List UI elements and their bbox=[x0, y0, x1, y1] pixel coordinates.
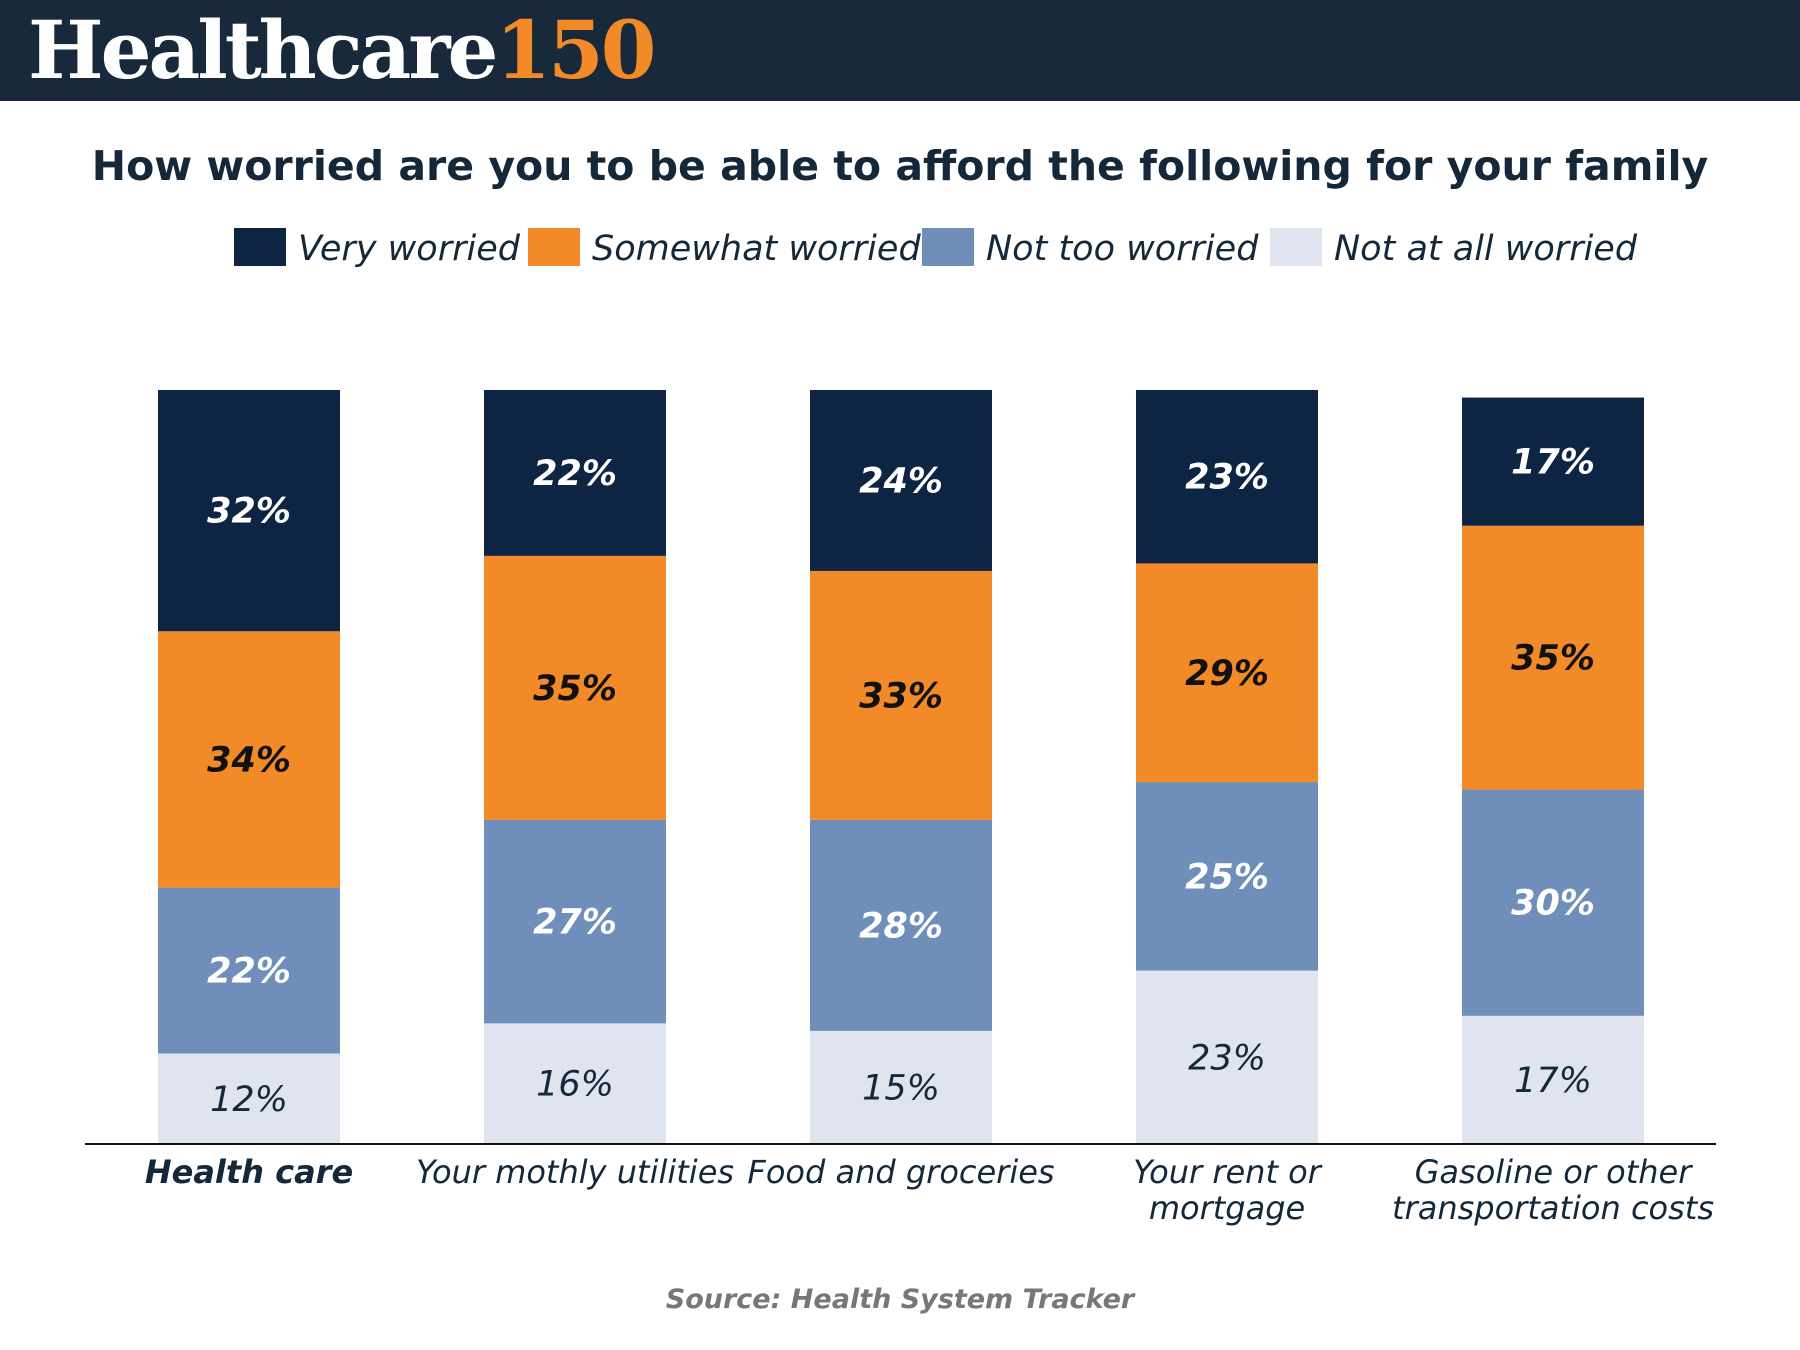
category-label: Your rent or bbox=[1133, 1153, 1323, 1191]
bar-segment bbox=[1136, 970, 1318, 1144]
bar-value-label: 32% bbox=[207, 492, 291, 532]
bar-value-label: 35% bbox=[1511, 639, 1595, 679]
bar-value-label: 25% bbox=[1185, 857, 1269, 897]
bar-segment bbox=[1462, 397, 1644, 526]
category-label: Gasoline or other bbox=[1415, 1153, 1694, 1191]
legend-label-3: Not at all worried bbox=[1334, 229, 1638, 269]
bar-value-label: 12% bbox=[210, 1080, 288, 1120]
bar-segment bbox=[484, 555, 666, 820]
bar-value-label: 17% bbox=[1514, 1061, 1592, 1101]
bar-segment bbox=[1462, 525, 1644, 790]
bar-segment bbox=[158, 390, 340, 632]
bar-value-label: 33% bbox=[859, 676, 943, 716]
bar-value-label: 16% bbox=[536, 1065, 614, 1105]
bar-value-label: 29% bbox=[1185, 654, 1269, 694]
category-label: Your mothly utilities bbox=[416, 1153, 734, 1191]
bar-value-label: 35% bbox=[533, 669, 617, 709]
bar-value-label: 27% bbox=[533, 903, 617, 943]
bar-value-label: 15% bbox=[862, 1068, 940, 1108]
brand-logo[interactable]: Healthcare150 bbox=[28, 3, 656, 97]
category-label: Food and groceries bbox=[747, 1153, 1054, 1191]
bar-segment bbox=[484, 390, 666, 556]
bar-value-label: 30% bbox=[1511, 884, 1595, 924]
legend-swatch-3 bbox=[1270, 228, 1322, 266]
category-labels: Health care Your mothly utilities Food and… bbox=[145, 1153, 1714, 1227]
bar-segment bbox=[158, 1053, 340, 1144]
logo-word: Healthcare bbox=[28, 3, 498, 97]
bars: 12% 22% 34% 32% 16% 27% 35% 22% 15% 28% 33% 24% 23% 2… bbox=[158, 390, 1644, 1144]
category-label: Health care bbox=[145, 1153, 353, 1191]
bar-value-label: 24% bbox=[859, 461, 943, 501]
legend-swatch-2 bbox=[922, 228, 974, 266]
bar-segment bbox=[1462, 1015, 1644, 1144]
legend-swatch-0 bbox=[234, 228, 286, 266]
bar-segment bbox=[158, 631, 340, 888]
brand-header: Healthcare150 bbox=[0, 0, 1800, 101]
bar-segment bbox=[1136, 563, 1318, 783]
legend-label-0: Very worried bbox=[298, 229, 521, 269]
bar-segment bbox=[484, 819, 666, 1024]
bar-segment bbox=[1136, 390, 1318, 564]
bar-value-label: 17% bbox=[1511, 443, 1595, 483]
source-note: Source: Health System Tracker bbox=[666, 1284, 1136, 1315]
category-label: transportation costs bbox=[1392, 1189, 1714, 1227]
legend-swatch-1 bbox=[528, 228, 580, 266]
logo-number: 150 bbox=[495, 3, 656, 97]
bar-segment bbox=[1136, 782, 1318, 971]
bar-value-label: 22% bbox=[533, 454, 617, 494]
bar-value-label: 22% bbox=[207, 952, 291, 992]
bar-segment bbox=[810, 819, 992, 1031]
bar-segment bbox=[810, 570, 992, 820]
chart-title: How worried are you to be able to afford… bbox=[92, 142, 1709, 190]
bar-segment bbox=[810, 390, 992, 571]
legend-label-1: Somewhat worried bbox=[592, 229, 921, 269]
legend-label-2: Not too worried bbox=[986, 229, 1259, 269]
bar-value-label: 28% bbox=[859, 906, 943, 946]
bar-segment bbox=[158, 887, 340, 1054]
bar-segment bbox=[484, 1023, 666, 1144]
bar-value-label: 23% bbox=[1185, 458, 1269, 498]
bar-value-label: 34% bbox=[207, 740, 291, 780]
legend: Very worried Somewhat worried Not too worr… bbox=[234, 228, 1638, 269]
bar-value-label: 23% bbox=[1188, 1038, 1266, 1078]
category-label: mortgage bbox=[1149, 1189, 1305, 1227]
bar-segment bbox=[810, 1030, 992, 1144]
bar-segment bbox=[1462, 789, 1644, 1016]
